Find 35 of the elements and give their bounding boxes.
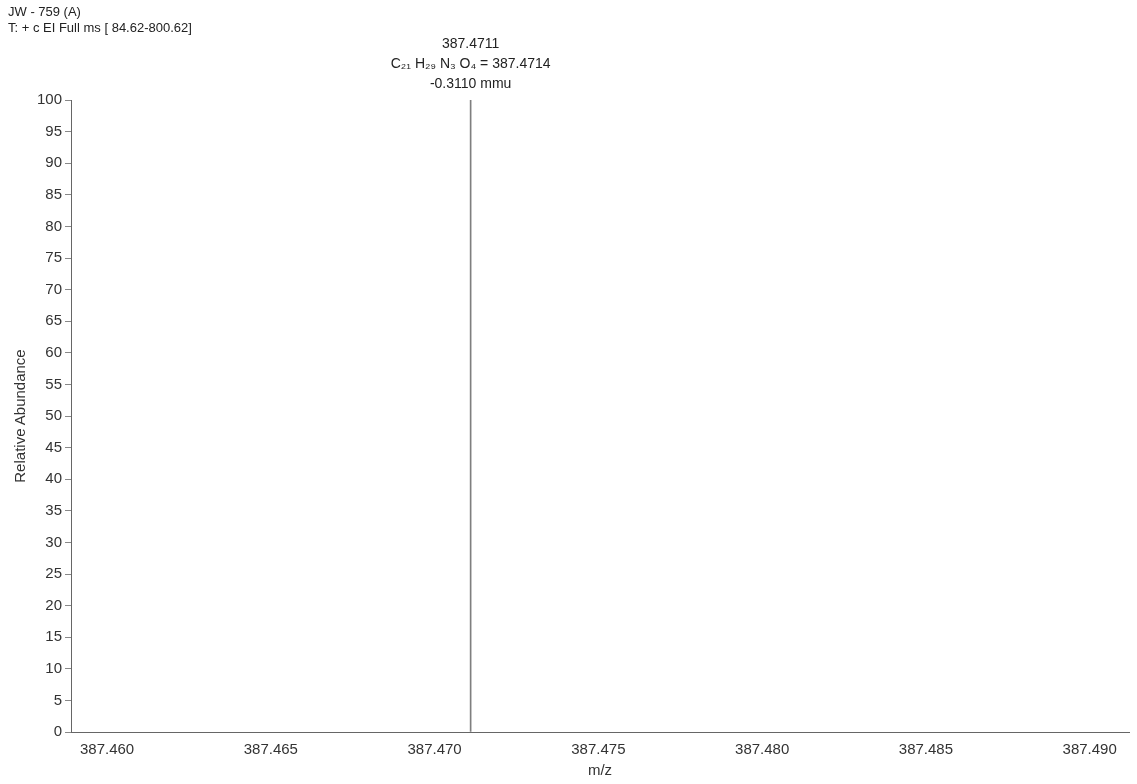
y-tick-label: 15 [45,627,63,645]
y-tick-label: 75 [45,248,63,266]
y-tick-label: 90 [45,153,63,171]
y-tick-label: 85 [45,184,63,202]
x-axis-title: m/z [587,761,613,779]
y-tick-label: 20 [45,595,63,613]
x-tick-label: 387.490 [1062,740,1117,758]
y-tick-label: 25 [45,564,63,582]
text: C₂₁ H₂₉ N₃ O₄ = 387.4714 [390,55,551,71]
x-tick-label: 387.485 [898,740,954,758]
x-tick-label: 387.465 [243,740,298,758]
y-tick-label: 10 [45,658,63,676]
y-tick-label: 0 [53,722,63,740]
text: 387.4711 [441,35,500,51]
y-tick-label: 95 [45,121,63,139]
y-tick-label: 40 [45,469,63,487]
text: -0.3110 mmu [429,75,512,91]
y-tick-label: 45 [45,437,63,455]
y-tick-label: 30 [45,532,63,550]
y-tick-label: 65 [45,311,63,329]
x-tick-label: 387.480 [735,740,790,758]
x-tick-label: 387.460 [79,740,135,758]
y-tick-label: 60 [45,342,63,360]
x-tick-label: 387.475 [571,740,626,758]
y-tick-label: 50 [45,406,63,424]
y-tick-label: 70 [45,279,63,297]
y-tick-label: 55 [45,374,63,392]
y-tick-label: 5 [53,690,63,708]
x-tick-label: 387.470 [407,740,462,758]
chart-subtitle: T: + c EI Full ms [ 84.62-800.62] [8,20,192,36]
y-tick-label: 35 [45,500,63,518]
y-tick-label: 100 [37,90,63,108]
y-tick-label: 80 [45,216,63,234]
chart-title: JW - 759 (A) [8,4,82,20]
y-axis-title: Relative Abundance [11,349,29,483]
